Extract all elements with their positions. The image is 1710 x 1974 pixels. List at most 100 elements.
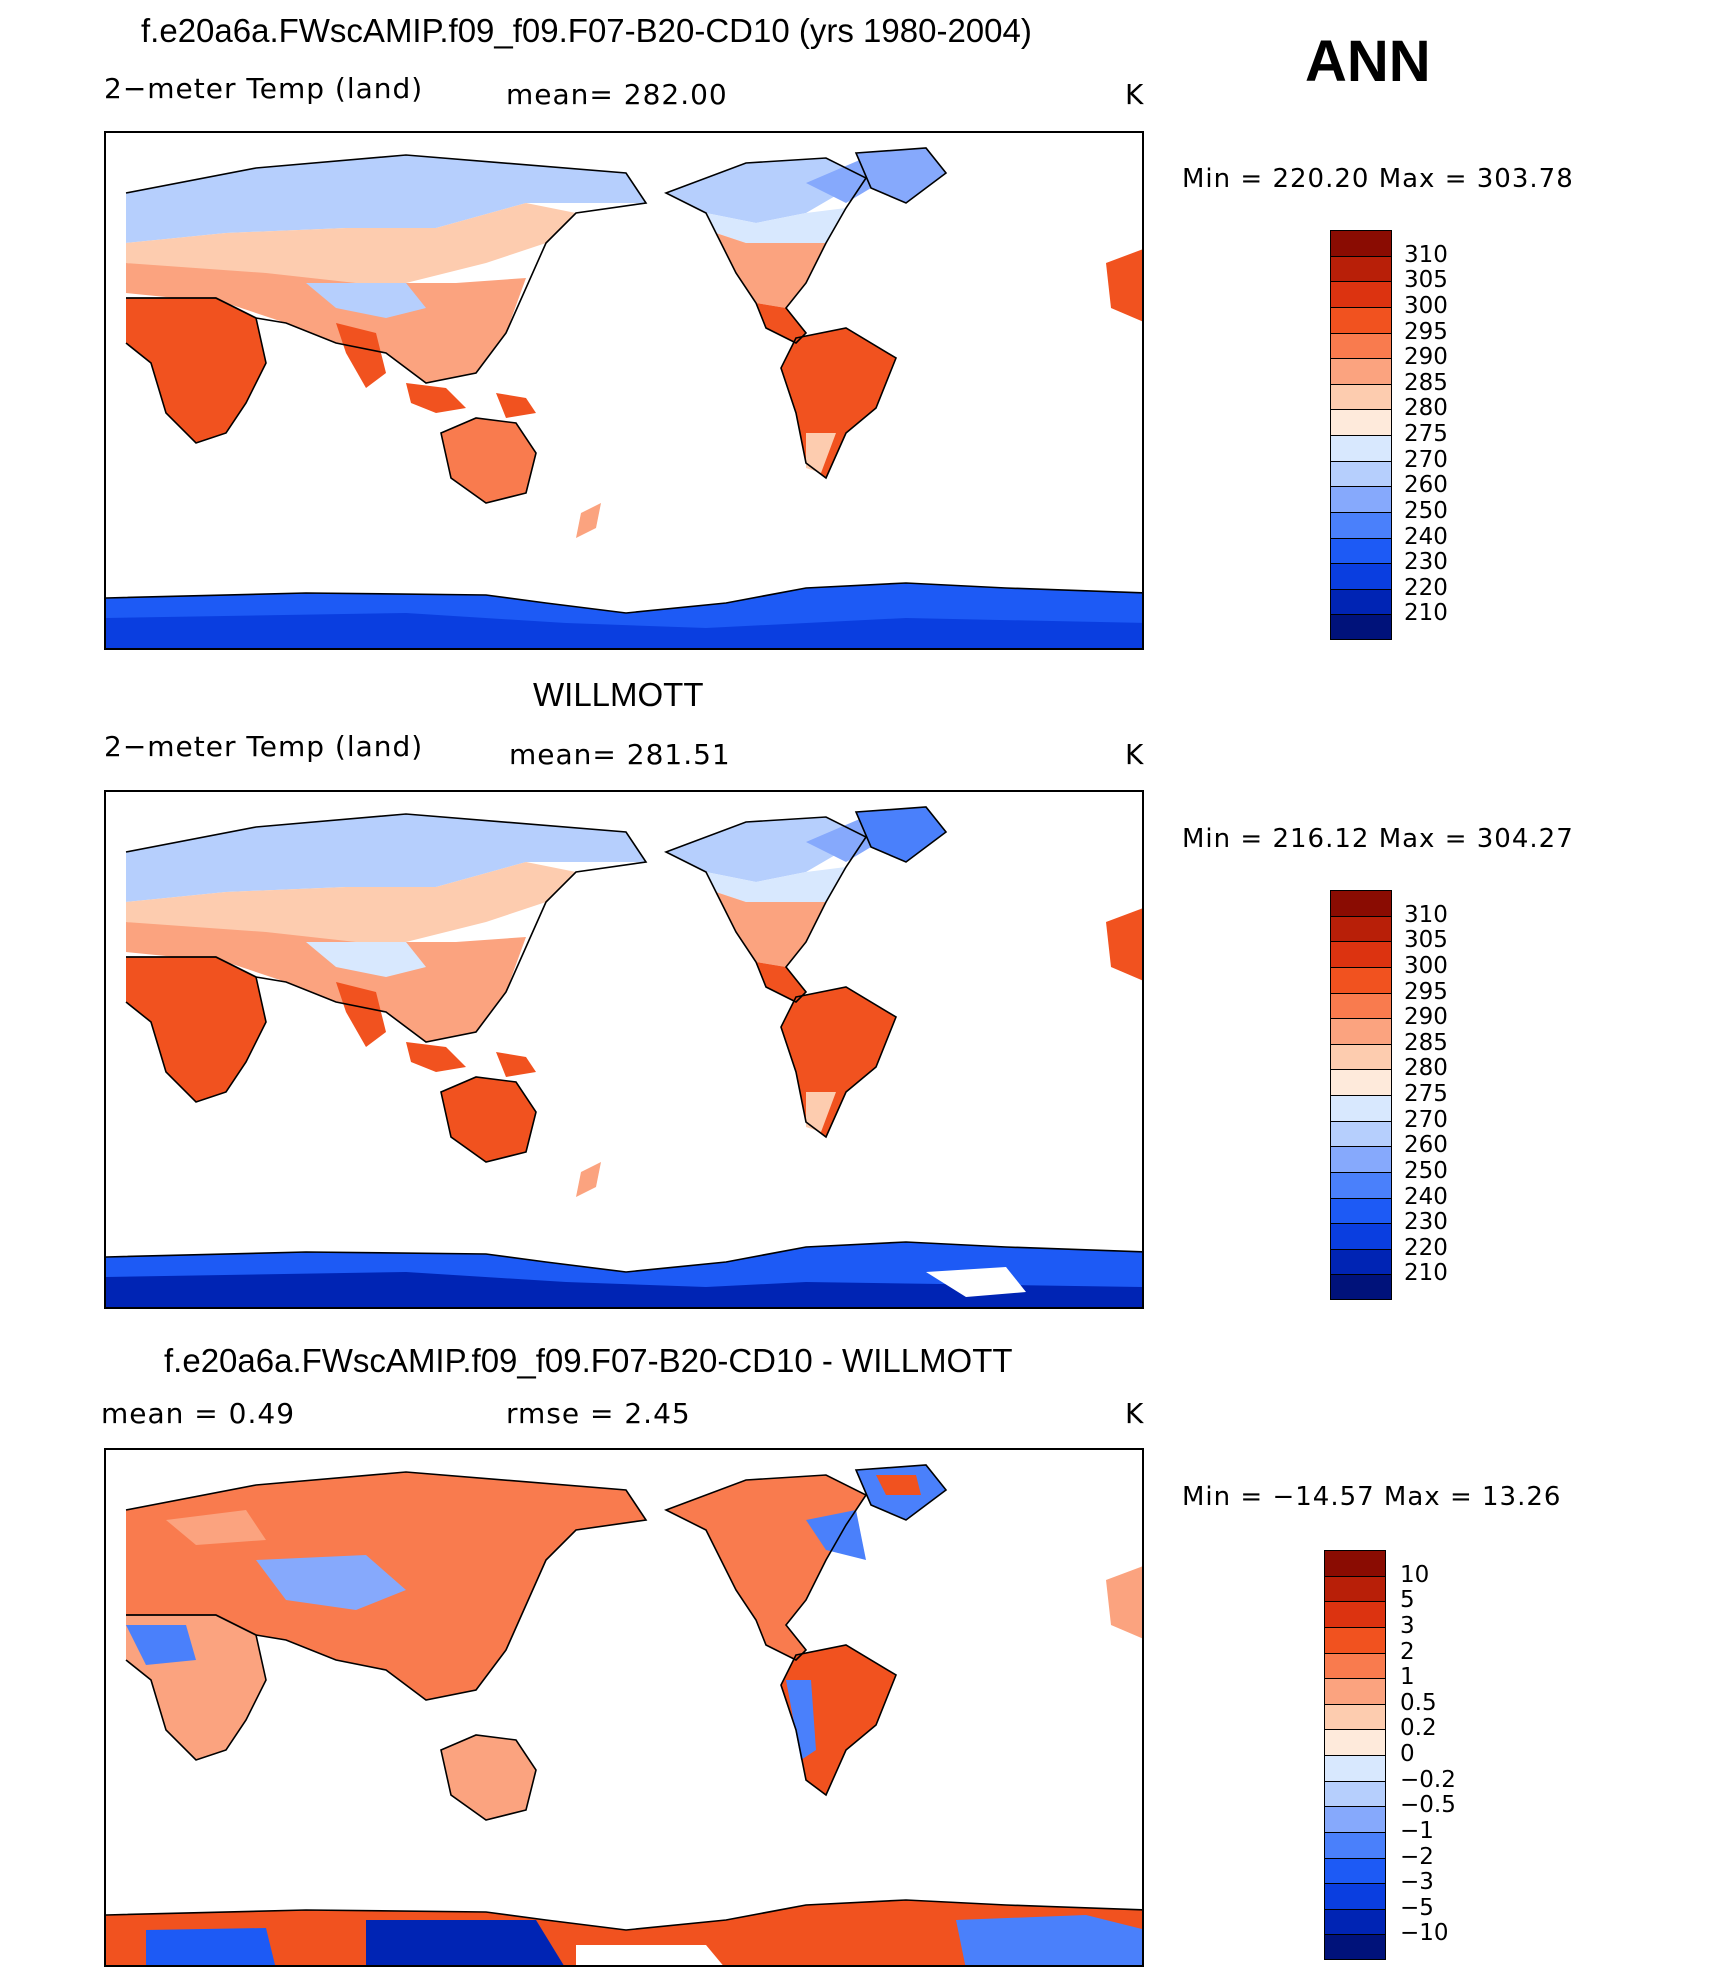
colorbar-label: 310	[1404, 901, 1448, 928]
land-masses	[106, 148, 1142, 648]
colorbar-label: −5	[1400, 1894, 1434, 1921]
panel2-map-svg	[106, 806, 1142, 1307]
panel1-map	[104, 131, 1144, 650]
colorbar-label: 240	[1404, 1183, 1448, 1210]
colorbar-label: 250	[1404, 1157, 1448, 1184]
colorbar-swatch	[1330, 915, 1392, 942]
colorbar-label: 275	[1404, 1081, 1448, 1107]
colorbar-label: 305	[1404, 927, 1448, 954]
colorbar-label: 295	[1404, 318, 1448, 345]
panel3-map-svg	[106, 1464, 1142, 1965]
colorbar-label: 300	[1404, 292, 1448, 319]
panel2-title: WILLMOTT	[533, 676, 704, 713]
colorbar-label: −3	[1400, 1869, 1434, 1896]
colorbar-label: 310	[1404, 241, 1448, 268]
colorbar-swatch	[1330, 890, 1392, 916]
panel2-units-label: K	[1125, 738, 1145, 771]
colorbar-swatch	[1324, 1550, 1386, 1576]
colorbar-swatch	[1324, 1755, 1386, 1781]
land-masses	[106, 1465, 1142, 1965]
colorbar-label: 260	[1404, 1132, 1448, 1159]
colorbar-swatch	[1330, 1043, 1392, 1070]
panel1-mean-label: mean= 282.00	[506, 78, 728, 111]
panel3-rmse-label: rmse = 2.45	[506, 1397, 691, 1430]
colorbar-label: −0.2	[1400, 1766, 1456, 1793]
colorbar-swatch	[1330, 1223, 1392, 1249]
panel3-colorbar: 10 5 3 2 1 0.5 0.2 0 −0.2 −0.5 −1 −2 −3 −5 −10	[1324, 1550, 1456, 1960]
coastlines	[106, 806, 1142, 1273]
panel3-map	[104, 1448, 1144, 1967]
colorbar-swatch	[1330, 1171, 1392, 1198]
colorbar-swatch	[1330, 306, 1392, 333]
colorbar-label: 0.5	[1400, 1689, 1437, 1716]
colorbar-label: 3	[1400, 1612, 1415, 1639]
colorbar-swatch	[1330, 1274, 1392, 1300]
colorbar-label: −2	[1400, 1843, 1434, 1870]
colorbar-label: 10	[1400, 1561, 1430, 1588]
panel3-mean-label: mean = 0.49	[101, 1397, 296, 1430]
colorbar-swatch	[1324, 1908, 1386, 1935]
colorbar-swatch	[1330, 460, 1392, 487]
colorbar-label: 305	[1404, 267, 1448, 294]
coastlines	[106, 1464, 1142, 1931]
colorbar-label: 0.2	[1400, 1715, 1437, 1742]
colorbar-swatch	[1330, 966, 1392, 993]
colorbar-swatch	[1330, 1120, 1392, 1147]
colorbar-label: 230	[1404, 1209, 1448, 1236]
colorbar-swatch	[1324, 1857, 1386, 1884]
colorbar-label: 210	[1404, 1260, 1448, 1287]
colorbar-label: 290	[1404, 1004, 1448, 1031]
colorbar-swatch	[1330, 1248, 1392, 1275]
colorbar-swatch	[1324, 1883, 1386, 1909]
panel2-colorbar-frame	[1330, 890, 1392, 1300]
colorbar-swatch	[1330, 281, 1392, 307]
colorbar-swatch	[1330, 1197, 1392, 1224]
colorbar-swatch	[1330, 435, 1392, 461]
panel2-variable-label: 2−meter Temp (land)	[104, 730, 424, 763]
colorbar-swatch	[1330, 941, 1392, 967]
colorbar-swatch	[1324, 1729, 1386, 1755]
colorbar-swatch	[1330, 409, 1392, 435]
colorbar-swatch	[1330, 614, 1392, 640]
panel2-map	[104, 790, 1144, 1309]
colorbar-label: 285	[1404, 369, 1448, 396]
colorbar-label: 220	[1404, 574, 1448, 601]
coastlines	[106, 147, 1142, 614]
colorbar-swatch	[1330, 1069, 1392, 1095]
colorbar-label: −1	[1400, 1817, 1434, 1844]
panel1-map-svg	[106, 147, 1142, 648]
colorbar-swatch	[1324, 1780, 1386, 1807]
colorbar-swatch	[1330, 1018, 1392, 1044]
colorbar-label: 295	[1404, 978, 1448, 1005]
colorbar-label: 210	[1404, 600, 1448, 627]
colorbar-label: 285	[1404, 1029, 1448, 1056]
colorbar-label: −0.5	[1400, 1792, 1456, 1819]
colorbar-swatch	[1324, 1601, 1386, 1627]
colorbar-label: 280	[1404, 395, 1448, 422]
panel1-colorbar: 310 305 300 295 290 285 280 275 270 260 250 240 230 2…	[1330, 230, 1448, 640]
colorbar-label: 270	[1404, 1106, 1448, 1133]
colorbar-label: 0	[1400, 1741, 1415, 1767]
colorbar-swatch	[1330, 563, 1392, 589]
panel1-variable-label: 2−meter Temp (land)	[104, 72, 424, 105]
colorbar-label: 1	[1400, 1664, 1415, 1691]
colorbar-swatch	[1324, 1703, 1386, 1730]
colorbar-label: 250	[1404, 497, 1448, 524]
colorbar-swatch	[1324, 1831, 1386, 1858]
colorbar-label: 220	[1404, 1234, 1448, 1261]
colorbar-swatch	[1330, 383, 1392, 410]
panel3-min-max: Min = −14.57 Max = 13.26	[1182, 1482, 1562, 1512]
colorbar-swatch	[1330, 332, 1392, 359]
panel1-title: f.e20a6a.FWscAMIP.f09_f09.F07-B20-CD10 (…	[141, 12, 1032, 49]
colorbar-label: −10	[1400, 1920, 1449, 1947]
colorbar-label: 290	[1404, 344, 1448, 371]
panel1-units-label: K	[1125, 78, 1145, 111]
colorbar-label: 270	[1404, 446, 1448, 473]
panel1-colorbar-frame	[1330, 230, 1392, 640]
colorbar-swatch	[1324, 1652, 1386, 1679]
colorbar-swatch	[1330, 537, 1392, 564]
panel2-mean-label: mean= 281.51	[509, 738, 731, 771]
colorbar-swatch	[1324, 1626, 1386, 1653]
colorbar-label: 230	[1404, 549, 1448, 576]
panel3-units-label: K	[1125, 1397, 1145, 1430]
